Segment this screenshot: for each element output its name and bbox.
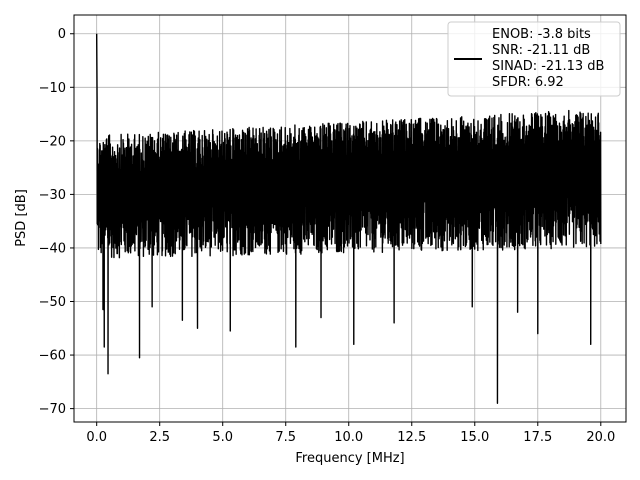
- y-axis-ticks: 0 −10 −20 −30 −40 −50 −60 −70: [39, 27, 74, 417]
- legend: ENOB: -3.8 bits SNR: -21.11 dB SINAD: -2…: [447, 21, 621, 97]
- x-tick-label: 7.5: [275, 430, 296, 445]
- x-tick-label: 20.0: [586, 430, 615, 445]
- legend-entry-sfdr: SFDR: 6.92: [492, 75, 564, 90]
- y-tick-label: −50: [39, 295, 66, 310]
- y-tick-label: −20: [39, 134, 66, 149]
- x-axis-ticks: 0.0 2.5 5.0 7.5 10.0 12.5 15.0 17.5 20.0: [86, 422, 615, 445]
- y-tick-label: −10: [39, 81, 66, 96]
- axes-frame: [73, 14, 627, 423]
- x-tick-label: 0.0: [86, 430, 107, 445]
- y-axis-label: PSD [dB]: [14, 189, 29, 247]
- x-tick-label: 10.0: [334, 430, 363, 445]
- x-tick-label: 17.5: [523, 430, 552, 445]
- x-tick-label: 5.0: [212, 430, 233, 445]
- x-tick-label: 2.5: [149, 430, 170, 445]
- x-axis-label: Frequency [MHz]: [295, 451, 404, 466]
- y-tick-label: 0: [58, 27, 66, 42]
- x-tick-label: 12.5: [397, 430, 426, 445]
- legend-entry-sinad: SINAD: -21.13 dB: [492, 59, 604, 74]
- x-tick-label: 15.0: [460, 430, 489, 445]
- legend-entry-snr: SNR: -21.11 dB: [492, 43, 590, 58]
- psd-series-line: [95, 33, 602, 404]
- legend-box: [447, 21, 621, 97]
- y-tick-label: −60: [39, 349, 66, 364]
- legend-entry-enob: ENOB: -3.8 bits: [492, 27, 591, 42]
- plot-area: [95, 33, 602, 404]
- y-tick-label: −70: [39, 402, 66, 417]
- y-tick-label: −30: [39, 188, 66, 203]
- y-tick-label: −40: [39, 241, 66, 256]
